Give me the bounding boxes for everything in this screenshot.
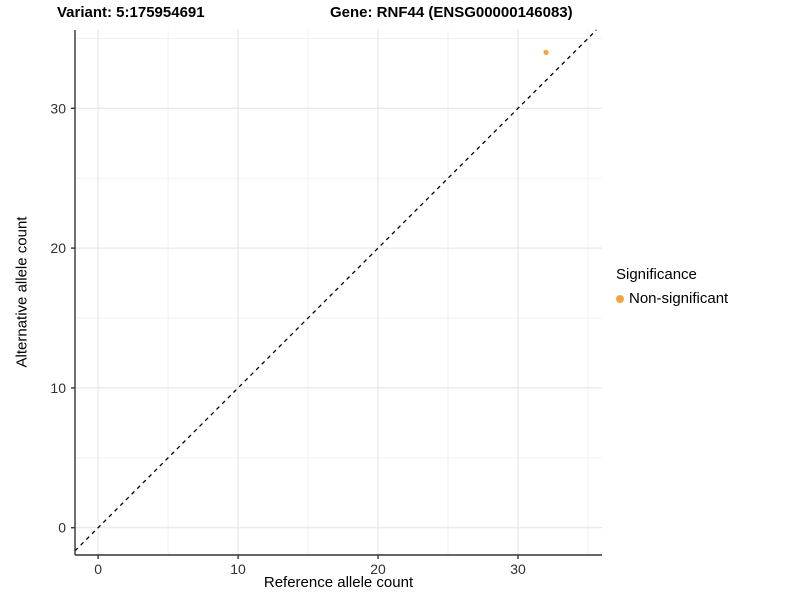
variant-title: Variant: 5:175954691	[57, 4, 205, 21]
x-tick-label: 10	[230, 561, 246, 577]
legend: Significance Non-significant	[616, 266, 728, 307]
legend-item-label: Non-significant	[629, 290, 729, 307]
y-tick-label: 10	[50, 380, 66, 396]
gene-title: Gene: RNF44 (ENSG00000146083)	[330, 4, 573, 21]
x-axis-title: Reference allele count	[263, 574, 414, 591]
x-tick-label: 20	[370, 561, 386, 577]
y-tick-label: 20	[50, 240, 66, 256]
x-tick-label: 30	[510, 561, 526, 577]
legend-title: Significance	[616, 266, 697, 283]
y-axis-title: Alternative allele count	[13, 216, 31, 368]
x-tick-label: 0	[94, 561, 102, 577]
y-tick-label: 0	[58, 520, 66, 536]
legend-item-non-significant: Non-significant	[616, 290, 728, 307]
legend-point-icon	[616, 294, 624, 303]
y-tick-label: 30	[50, 100, 66, 116]
